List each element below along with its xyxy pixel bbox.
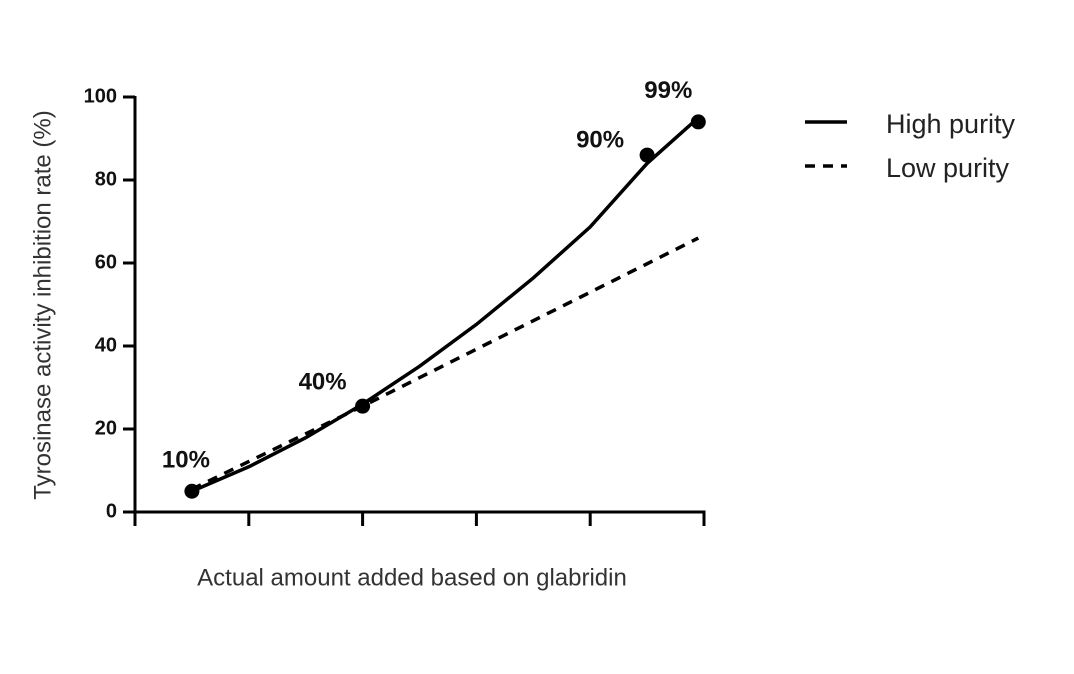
point-label: 90%	[576, 126, 624, 153]
y-tick-label: 100	[84, 85, 117, 107]
y-tick-label: 0	[106, 500, 117, 522]
y-tick-label: 60	[95, 251, 117, 273]
y-tick-label: 80	[95, 168, 117, 190]
point-label: 10%	[162, 447, 210, 474]
y-axis-label: Tyrosinase activity inhibition rate (%)	[29, 110, 56, 499]
y-tick-label: 40	[95, 334, 117, 356]
legend-label: Low purity	[886, 153, 1010, 183]
point-label: 99%	[644, 77, 692, 104]
legend-label: High purity	[886, 109, 1016, 139]
data-point	[184, 483, 200, 499]
x-axis-label: Actual amount added based on glabridin	[197, 564, 627, 591]
y-tick-label: 20	[95, 417, 117, 439]
data-point	[355, 398, 371, 414]
series-line	[191, 236, 700, 491]
point-label: 40%	[299, 369, 347, 396]
data-point	[690, 114, 706, 130]
data-point	[639, 147, 655, 163]
series-line	[191, 116, 700, 493]
